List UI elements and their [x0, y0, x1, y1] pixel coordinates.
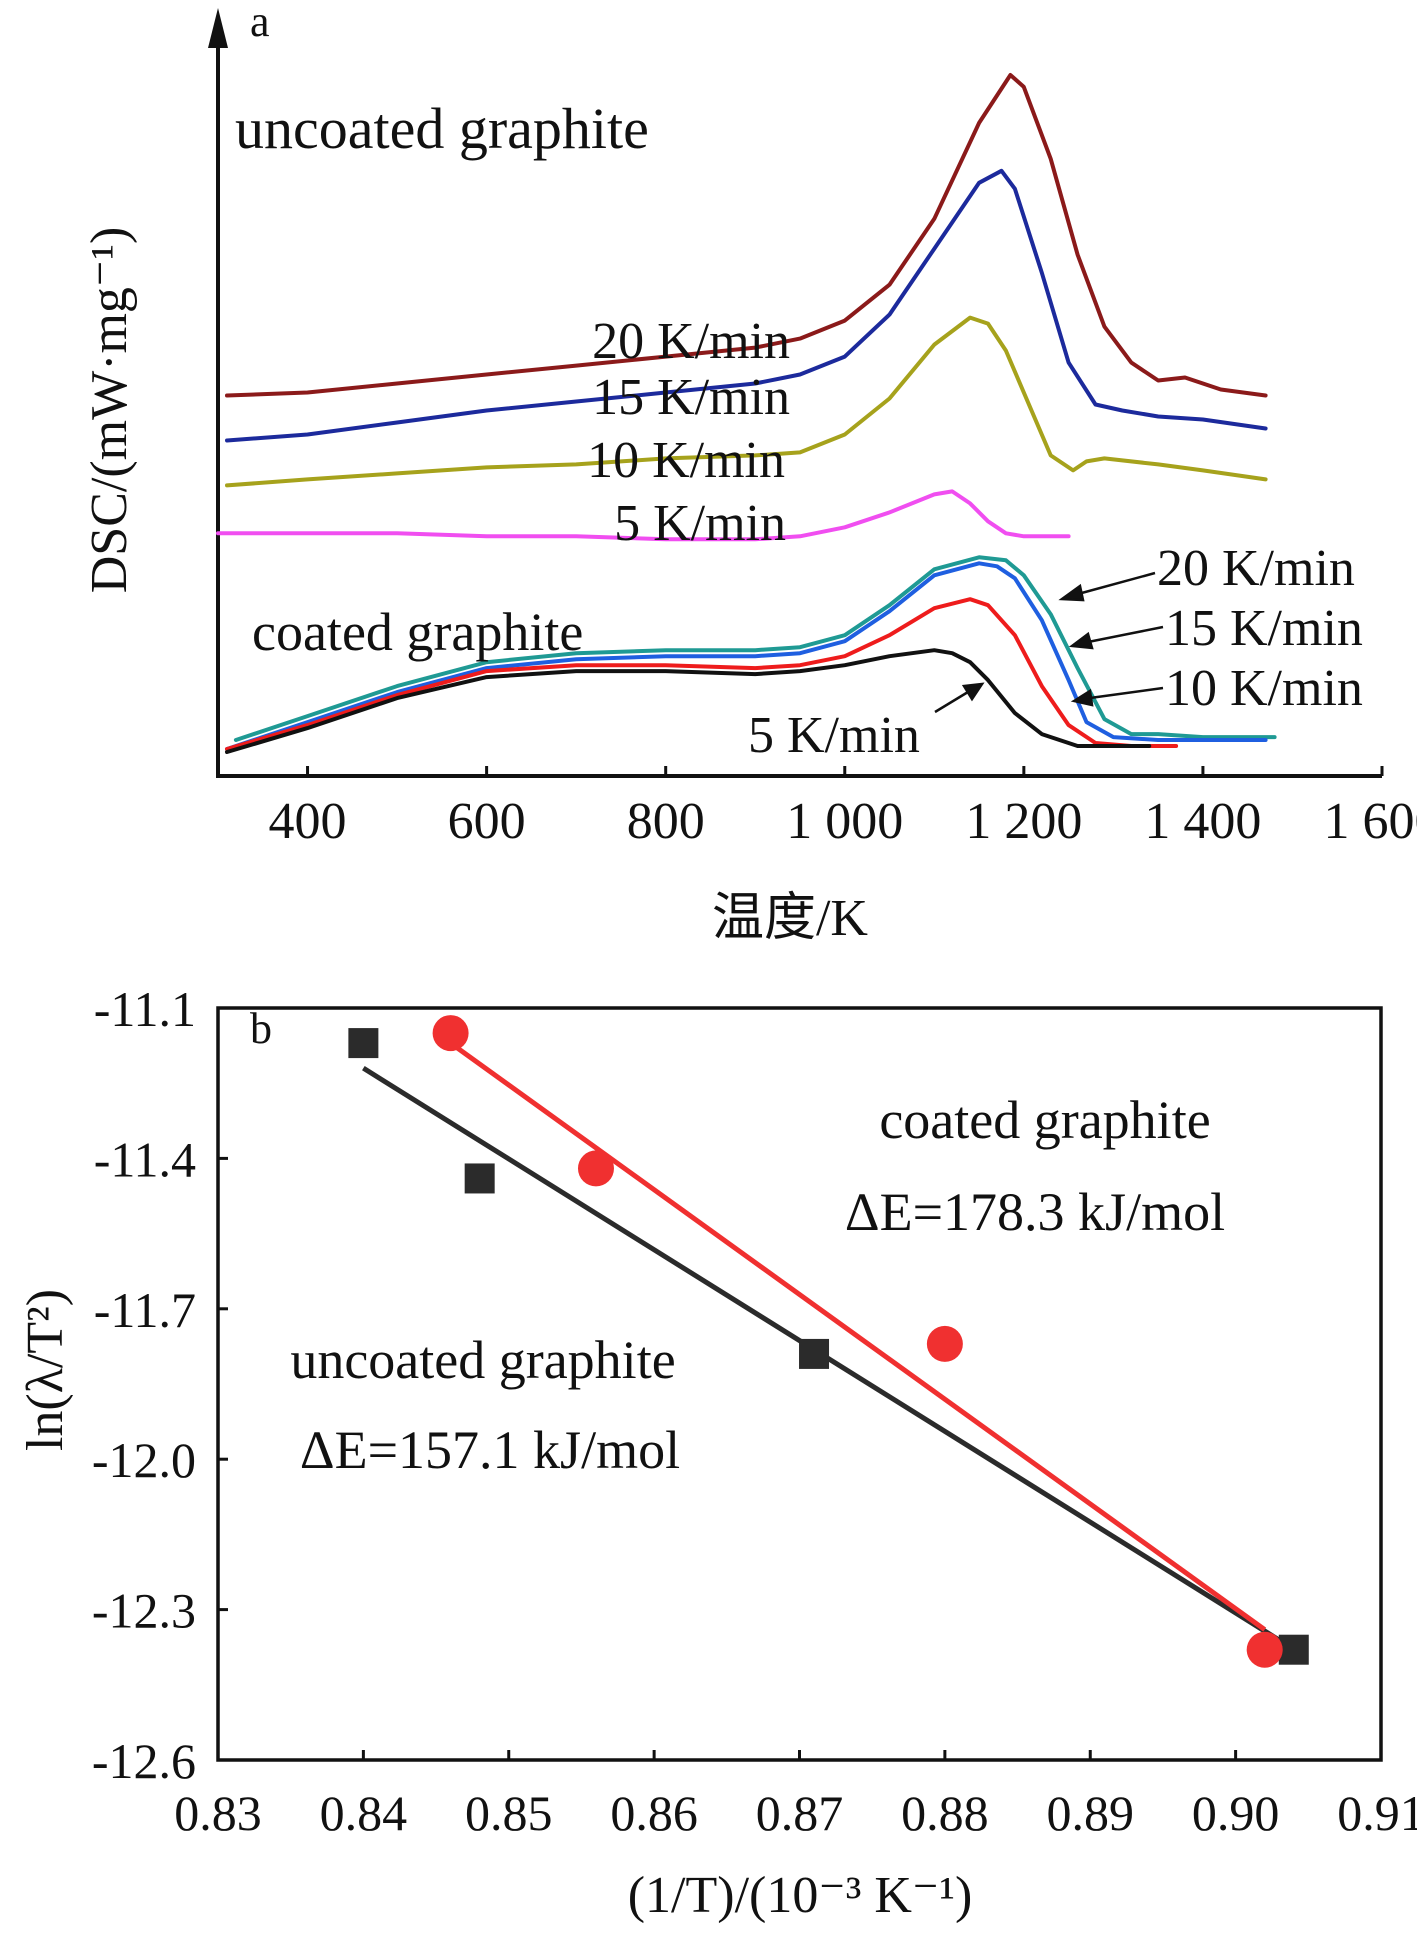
panel-b-x-axis-title: (1/T)/(10⁻³ K⁻¹)	[628, 1867, 973, 1924]
leader-20	[1077, 571, 1156, 596]
panel-b-x-tick-label: 0.85	[465, 1785, 553, 1841]
panel-b-y-tick-label: -12.6	[92, 1733, 196, 1789]
uncoated-annotation-energy: ΔE=157.1 kJ/mol	[300, 1420, 680, 1480]
label-leader-lines	[934, 571, 1164, 714]
coated-label-15: 15 K/min	[1165, 600, 1363, 657]
panel-b-y-tick-label: -12.3	[92, 1583, 196, 1639]
panel-a-x-axis-title: 温度/K	[712, 890, 868, 947]
panel-a-x-tick-label: 800	[627, 793, 705, 850]
data-point-coated-graphite	[1246, 1631, 1283, 1668]
panel-b-data-points	[348, 1015, 1309, 1668]
panel-b-x-tick-label: 0.83	[174, 1785, 262, 1841]
panel-b-y-tick-label: -12.0	[92, 1432, 196, 1488]
leader-10	[1089, 686, 1164, 700]
leader-5	[934, 690, 969, 714]
uncoated-label-5: 5 K/min	[614, 495, 786, 552]
coated-annotation-energy: ΔE=178.3 kJ/mol	[845, 1182, 1225, 1242]
dsc-curve-coated-graphite-15-K-min	[225, 561, 1268, 751]
panel-b-y-tick-label: -11.1	[94, 981, 196, 1037]
leader-5-arrowhead	[961, 682, 985, 702]
panel-a-dsc-chart: 400 600 800 1 000 1 200 1 400 1 600 a 温度/K DSC…	[81, 0, 1417, 947]
panel-b-x-tick-label: 0.91	[1337, 1785, 1417, 1841]
panel-b-x-tick-label: 0.89	[1047, 1785, 1135, 1841]
uncoated-label-15: 15 K/min	[592, 369, 790, 426]
dsc-curve-uncoated-graphite-20-K-min	[225, 73, 1268, 398]
panel-a-y-axis-title: DSC/(mW·mg⁻¹)	[81, 227, 138, 594]
coated-label-5: 5 K/min	[748, 707, 920, 764]
panel-a-x-tick-label: 400	[269, 793, 347, 850]
data-point-uncoated-graphite	[799, 1338, 830, 1369]
data-point-uncoated-graphite	[1278, 1634, 1309, 1665]
panel-b-x-tick-label: 0.90	[1192, 1785, 1280, 1841]
dsc-curve-coated-graphite-10-K-min	[225, 597, 1179, 751]
data-point-uncoated-graphite	[464, 1163, 495, 1194]
panel-a-y-axis-arrow	[208, 8, 228, 48]
panel-b-arrhenius-chart: 0.83 0.84 0.85 0.86 0.87 0.88 0.89 0.90 0.91 -11.…	[17, 981, 1417, 1924]
leader-15	[1087, 625, 1164, 644]
data-point-coated-graphite	[577, 1150, 614, 1187]
coated-annotation-name: coated graphite	[879, 1090, 1210, 1150]
panel-b-x-tick-label: 0.86	[610, 1785, 698, 1841]
coated-group-label: coated graphite	[252, 602, 583, 662]
panel-b-x-tick-label: 0.88	[901, 1785, 989, 1841]
leader-10-arrowhead	[1070, 688, 1094, 707]
dsc-curve-coated-graphite-20-K-min	[233, 555, 1277, 742]
panel-a-x-tick-labels: 400 600 800 1 000 1 200 1 400 1 600	[269, 793, 1417, 850]
panel-b-y-tick-label: -11.7	[94, 1282, 196, 1338]
panel-a-series-lines	[216, 73, 1277, 754]
panel-b-label: b	[250, 1004, 272, 1053]
leader-15-arrowhead	[1068, 631, 1094, 650]
uncoated-annotation-name: uncoated graphite	[290, 1330, 675, 1390]
data-point-coated-graphite	[432, 1015, 469, 1052]
data-point-uncoated-graphite	[348, 1028, 379, 1059]
uncoated-label-10: 10 K/min	[587, 432, 785, 489]
leader-20-arrowhead	[1058, 583, 1085, 602]
dsc-curve-uncoated-graphite-5-K-min	[216, 489, 1071, 542]
dsc-curve-coated-graphite-5-K-min	[225, 648, 1152, 754]
panel-a-x-tick-label: 600	[448, 793, 526, 850]
panel-a-x-tick-label: 1 200	[965, 793, 1082, 850]
panel-a-x-tick-label: 1 400	[1144, 793, 1261, 850]
data-point-coated-graphite	[926, 1325, 963, 1362]
panel-a-x-tick-label: 1 000	[786, 793, 903, 850]
panel-b-tick-labels: 0.83 0.84 0.85 0.86 0.87 0.88 0.89 0.90 0.91 -11.…	[92, 981, 1417, 1841]
panel-a-label: a	[250, 0, 270, 46]
panel-b-y-axis-title: ln(λ/T²)	[17, 1289, 74, 1451]
uncoated-label-20: 20 K/min	[592, 313, 790, 370]
coated-label-10: 10 K/min	[1165, 660, 1363, 717]
panel-b-x-tick-label: 0.84	[320, 1785, 408, 1841]
panel-a-x-ticks	[306, 766, 1384, 776]
coated-label-20: 20 K/min	[1157, 540, 1355, 597]
panel-b-ticks	[216, 1006, 1383, 1762]
uncoated-group-label: uncoated graphite	[235, 96, 649, 161]
panel-b-x-tick-label: 0.87	[756, 1785, 844, 1841]
fit-line-coated-graphite	[449, 1041, 1267, 1632]
panel-a-x-tick-label: 1 600	[1324, 793, 1417, 850]
panel-b-y-tick-label: -11.4	[94, 1131, 196, 1187]
dsc-curve-uncoated-graphite-10-K-min	[225, 315, 1268, 488]
dsc-curve-uncoated-graphite-15-K-min	[225, 168, 1268, 443]
